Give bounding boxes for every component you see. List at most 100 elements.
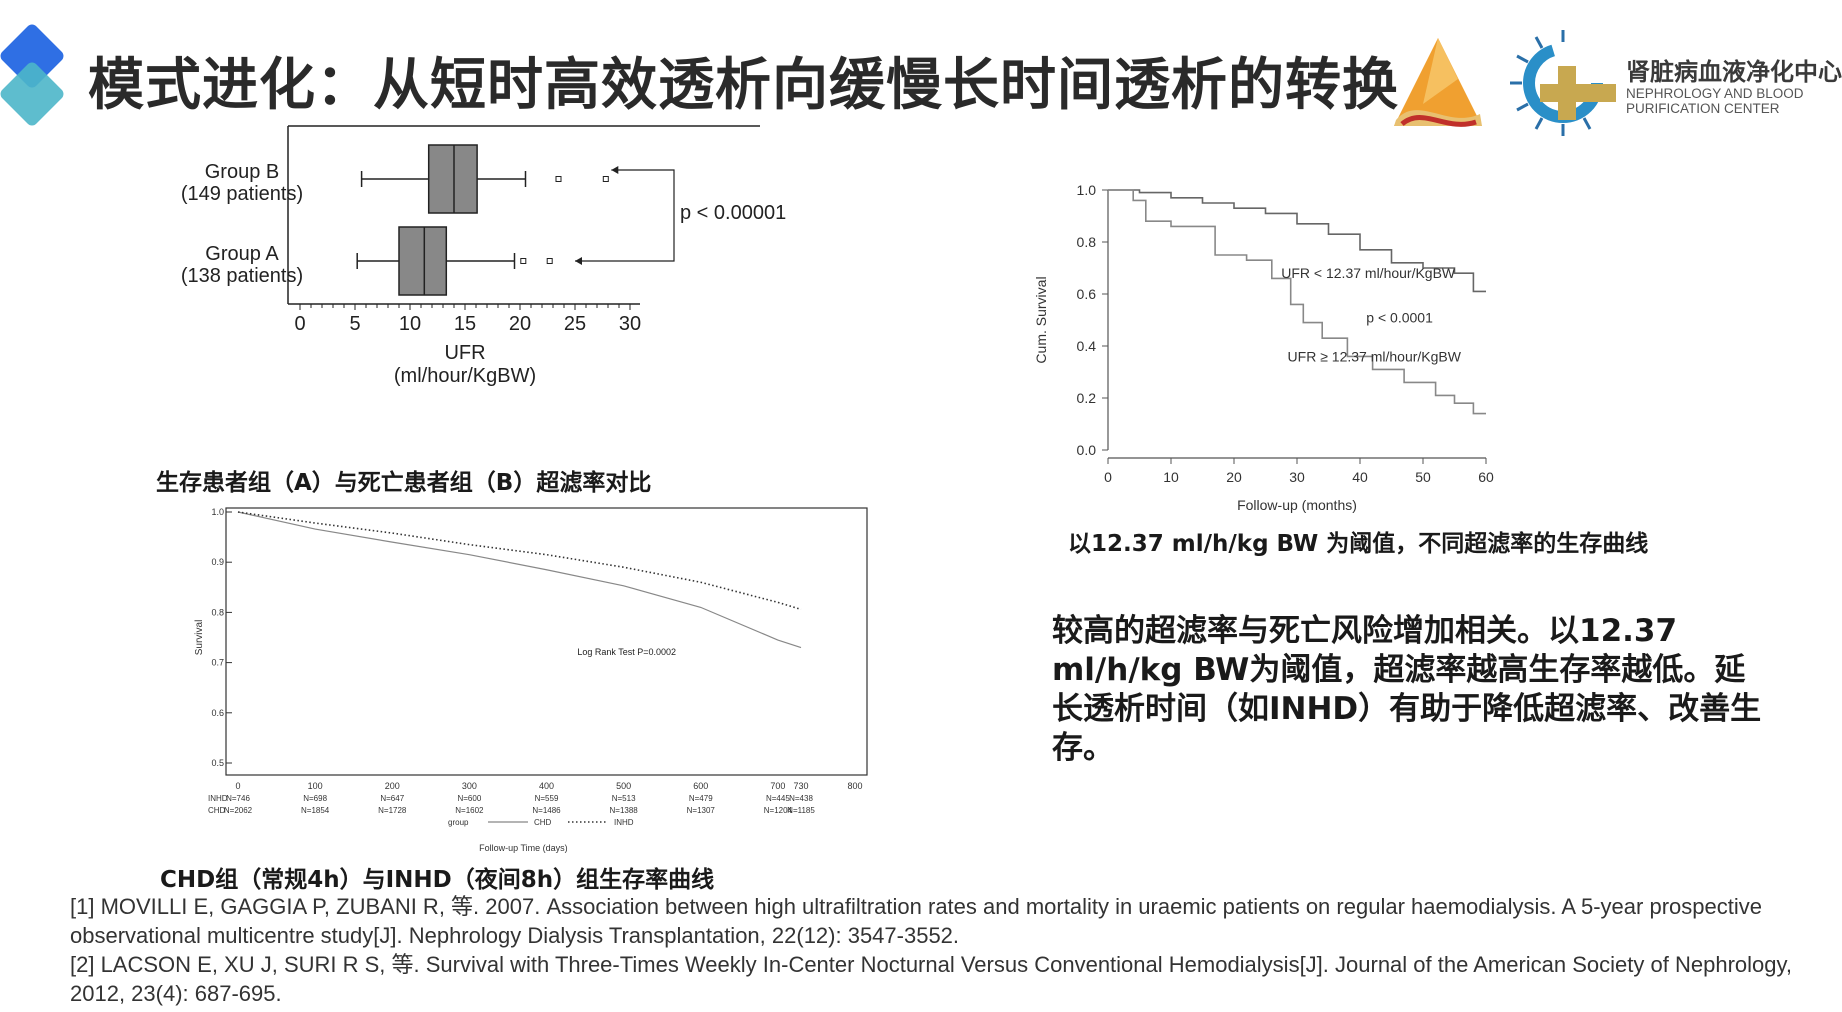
risk-table-count: N=479 xyxy=(689,794,713,803)
bracket-arrow-top xyxy=(611,166,619,174)
survival-curve xyxy=(237,511,802,611)
y-tick-label: 0.8 xyxy=(1077,234,1097,250)
series-label-low-ufr: UFR < 12.37 ml/hour/KgBW xyxy=(1281,265,1456,281)
risk-table-count: N=1602 xyxy=(455,806,484,815)
risk-table-count: N=746 xyxy=(226,794,250,803)
x-tick-label: 20 xyxy=(1226,469,1242,485)
risk-table-count: N=2062 xyxy=(224,806,253,815)
risk-table-group-label: INHD xyxy=(208,794,228,803)
legend-label-inhd: INHD xyxy=(614,818,634,827)
risk-table-count: N=1185 xyxy=(787,806,815,815)
p-value-annotation: p < 0.0001 xyxy=(1366,309,1433,325)
x-axis-title: Follow-up (months) xyxy=(1237,497,1357,513)
x-tick-label: 40 xyxy=(1352,469,1368,485)
x-axis-title: Follow-up Time (days) xyxy=(479,843,568,853)
risk-table-count: N=600 xyxy=(457,794,481,803)
outlier-point xyxy=(546,258,553,264)
x-tick-label: 0 xyxy=(235,781,240,791)
x-tick-label: 730 xyxy=(793,781,808,791)
corner-decoration xyxy=(0,24,64,126)
x-tick-label: 0 xyxy=(294,313,305,335)
series-label-high-ufr: UFR ≥ 12.37 ml/hour/KgBW xyxy=(1288,348,1462,364)
risk-table-count: N=1486 xyxy=(532,806,561,815)
risk-table-count: N=1307 xyxy=(687,806,716,815)
group-label: Group A xyxy=(205,243,279,265)
km-chd-caption: CHD组（常规4h）与INHD（夜间8h）组生存率曲线 xyxy=(160,867,715,893)
p-value-bracket xyxy=(575,169,675,262)
legend-label-chd: CHD xyxy=(534,818,552,827)
risk-table-group-label: CHD xyxy=(208,806,226,815)
survival-curve xyxy=(1108,189,1486,293)
y-tick-label: 0.8 xyxy=(211,607,224,617)
y-tick-label: 0.6 xyxy=(1077,286,1097,302)
risk-table-count: N=438 xyxy=(789,794,813,803)
risk-table-count: N=1388 xyxy=(610,806,639,815)
plot-frame xyxy=(225,507,868,776)
p-value-annotation: p < 0.00001 xyxy=(680,202,786,224)
org-name-en-line1: NEPHROLOGY AND BLOOD xyxy=(1626,86,1804,101)
references: [1] MOVILLI E, GAGGIA P, ZUBANI R, 等. 20… xyxy=(70,892,1810,1008)
risk-table-count: N=513 xyxy=(612,794,636,803)
x-tick-label: 800 xyxy=(847,781,862,791)
x-tick-label: 10 xyxy=(1163,469,1179,485)
x-tick-label: 50 xyxy=(1415,469,1431,485)
x-tick-label: 100 xyxy=(308,781,323,791)
y-tick-label: 0.0 xyxy=(1077,442,1097,458)
risk-table-count: N=445 xyxy=(766,794,790,803)
center-logo-icon xyxy=(1510,30,1616,136)
org-name-cn: 肾脏病血液净化中心 xyxy=(1626,58,1842,86)
risk-table-count: N=1854 xyxy=(301,806,330,815)
boxplot-caption: 生存患者组（A）与死亡患者组（B）超滤率对比 xyxy=(156,470,652,496)
x-tick-label: 30 xyxy=(619,313,641,335)
risk-table-count: N=1728 xyxy=(378,806,407,815)
org-name-en-line2: PURIFICATION CENTER xyxy=(1626,101,1780,116)
x-tick-label: 200 xyxy=(385,781,400,791)
mountain-logo-icon xyxy=(1394,38,1482,127)
y-axis-title: Survival xyxy=(194,620,205,656)
x-tick-label: 400 xyxy=(539,781,554,791)
ufr-boxplot-chart: 0 5 10 15 20 25 30 UFR(ml/hour/KgBW) Group B(149… xyxy=(181,125,786,387)
legend-title: group xyxy=(448,818,469,827)
x-tick-label: 30 xyxy=(1289,469,1305,485)
box-iqr xyxy=(427,144,478,214)
group-label: Group B xyxy=(205,161,279,183)
outlier-point xyxy=(520,258,527,264)
survival-curve xyxy=(237,511,802,649)
y-tick-label: 0.2 xyxy=(1077,390,1097,406)
x-tick-label: 5 xyxy=(349,313,360,335)
y-tick-label: 1.0 xyxy=(211,507,224,517)
x-tick-label: 300 xyxy=(462,781,477,791)
chd-inhd-survival-chart: 0.5 0.6 0.7 0.8 0.9 1.0 0 100 200 300 400 500 600 700… xyxy=(194,507,868,853)
y-tick-label: 0.7 xyxy=(211,658,224,668)
risk-table-count: N=559 xyxy=(535,794,559,803)
x-tick-label: 60 xyxy=(1478,469,1494,485)
ufr-survival-chart: 0.0 0.2 0.4 0.6 0.8 1.0 0 10 20 30 40 50 60 Cum. Surv… xyxy=(1033,182,1494,513)
group-count-label: (138 patients) xyxy=(181,265,303,287)
x-tick-label: 10 xyxy=(399,313,421,335)
reference-1: [1] MOVILLI E, GAGGIA P, ZUBANI R, 等. 20… xyxy=(70,894,1762,948)
outlier-point xyxy=(555,176,562,182)
outlier-point xyxy=(602,176,609,182)
p-value-annotation: Log Rank Test P=0.0002 xyxy=(577,647,676,657)
survival-curve xyxy=(1108,189,1486,415)
reference-2: [2] LACSON E, XU J, SURI R S, 等. Surviva… xyxy=(70,952,1792,1006)
y-tick-label: 0.6 xyxy=(211,708,224,718)
y-axis-title: Cum. Survival xyxy=(1033,276,1049,363)
risk-table-count: N=698 xyxy=(303,794,327,803)
x-tick-label: 15 xyxy=(454,313,476,335)
y-tick-label: 0.5 xyxy=(211,758,224,768)
y-tick-label: 0.9 xyxy=(211,557,224,567)
x-tick-label: 600 xyxy=(693,781,708,791)
y-tick-label: 1.0 xyxy=(1077,182,1097,198)
bracket-arrow-bottom xyxy=(575,257,582,265)
x-tick-label: 700 xyxy=(770,781,785,791)
slide-title: 模式进化：从短时高效透析向缓慢长时间透析的转换 xyxy=(88,53,1399,118)
x-axis-subtitle: (ml/hour/KgBW) xyxy=(394,365,536,387)
group-count-label: (149 patients) xyxy=(181,183,303,205)
y-tick-label: 0.4 xyxy=(1077,338,1097,354)
x-tick-label: 25 xyxy=(564,313,586,335)
x-tick-label: 20 xyxy=(509,313,531,335)
summary-text: 较高的超滤率与死亡风险增加相关。以12.37 ml/h/kg BW为阈值，超滤率… xyxy=(1052,613,1762,766)
x-tick-label: 500 xyxy=(616,781,631,791)
x-tick-label: 0 xyxy=(1104,469,1112,485)
